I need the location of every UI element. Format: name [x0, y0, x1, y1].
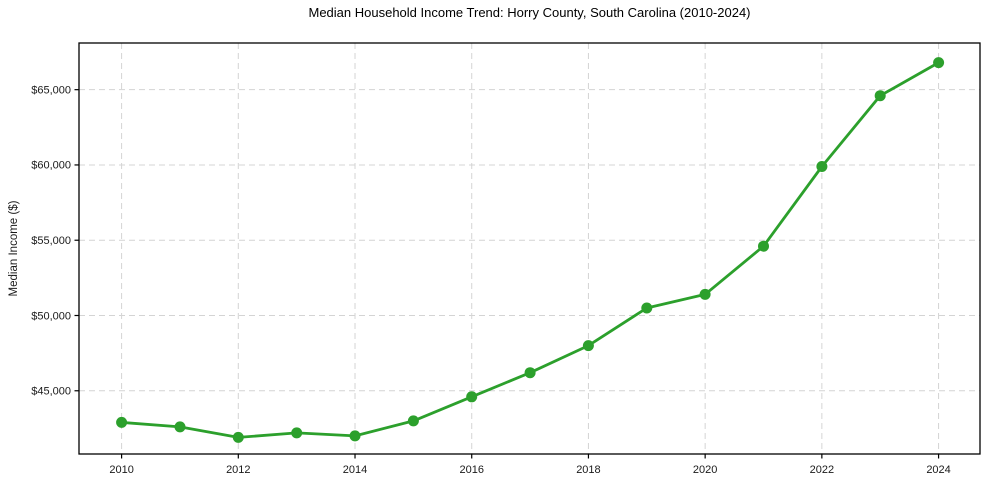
data-point-2016 [466, 391, 478, 403]
y-tick-label: $60,000 [31, 160, 71, 172]
data-point-2017 [524, 367, 536, 379]
x-tick-label: 2018 [576, 464, 600, 476]
data-point-2013 [291, 427, 303, 439]
plot-layer: $45,000 $50,000 $55,000 $60,000 $65,000 2010 2… [31, 42, 981, 476]
y-tick-label: $65,000 [31, 84, 71, 96]
plot-border [78, 42, 981, 455]
data-point-2012 [232, 431, 244, 443]
y-tick-label: $50,000 [31, 310, 71, 322]
data-point-2023 [874, 90, 886, 102]
x-tick-label: 2016 [459, 464, 483, 476]
chart-title: Median Household Income Trend: Horry Cou… [309, 5, 751, 20]
y-tick-label: $45,000 [31, 386, 71, 398]
x-tick-label: 2014 [343, 464, 367, 476]
x-tick-label: 2010 [109, 464, 133, 476]
y-tick-label: $55,000 [31, 235, 71, 247]
data-point-2022 [816, 161, 828, 172]
x-tick-label: 2022 [810, 464, 834, 476]
data-point-2018 [582, 340, 594, 352]
data-point-2015 [407, 415, 419, 427]
trend-line [120, 61, 940, 439]
data-point-2011 [174, 421, 186, 433]
data-point-2010 [116, 416, 128, 428]
x-tick-label: 2020 [693, 464, 717, 476]
data-point-2020 [699, 288, 711, 300]
x-tick-label: 2012 [226, 464, 250, 476]
data-point-2019 [641, 302, 653, 314]
y-axis-label: Median Income ($) [8, 200, 20, 296]
data-point-2014 [349, 430, 361, 442]
x-tick-label: 2024 [926, 464, 950, 476]
data-point-2024 [933, 57, 945, 69]
data-point-2021 [758, 240, 769, 252]
